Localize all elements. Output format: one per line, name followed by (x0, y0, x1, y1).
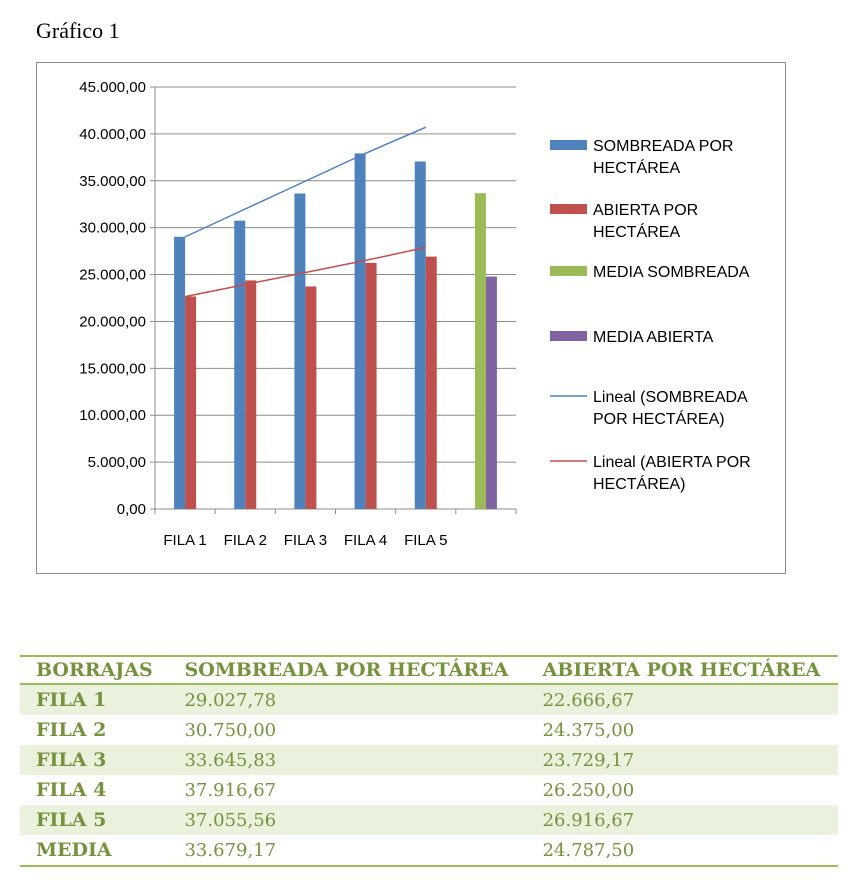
y-tick-label: 25.000,00 (79, 267, 146, 284)
header-borrajas: BORRAJAS (20, 655, 169, 685)
row-label: MEDIA (20, 835, 169, 867)
bar-abierta-por-hect-rea (365, 262, 377, 509)
cell-abierta: 23.729,17 (526, 745, 838, 775)
y-tick-label: 5.000,00 (88, 454, 146, 471)
legend-label: MEDIA SOMBREADA (593, 264, 750, 281)
y-tick-label: 20.000,00 (79, 313, 146, 330)
y-tick-label: 15.000,00 (79, 360, 146, 377)
cell-sombreada: 37.055,56 (168, 805, 527, 835)
cell-sombreada: 33.679,17 (168, 835, 527, 867)
y-tick-label: 45.000,00 (79, 79, 146, 96)
trendline (184, 246, 426, 298)
bar-media-abierta (485, 276, 497, 509)
y-tick-label: 35.000,00 (79, 173, 146, 190)
bar-media-sombreada (474, 193, 486, 509)
legend-label: ABIERTA POR HECTÁREA (593, 202, 698, 241)
bar-sombreada-por-hect-rea (234, 220, 246, 509)
header-abierta: ABIERTA POR HECTÁREA (526, 655, 838, 685)
legend-swatch (550, 140, 587, 150)
cell-abierta: 26.250,00 (542, 779, 635, 801)
y-tick-label: 10.000,00 (79, 407, 146, 424)
cell-abierta: 24.375,00 (542, 719, 635, 741)
bar-chart: 0,00 5.000,00 10.000,00 15.000,00 20.000,00 2… (79, 79, 751, 549)
bar-abierta-por-hect-rea (185, 296, 197, 509)
row-label: FILA 5 (20, 805, 169, 835)
cell-abierta: 26.916,67 (526, 805, 838, 835)
row-label: FILA 1 (20, 684, 169, 715)
x-tick-label: FILA 4 (344, 532, 387, 549)
table-row: FILA 1 29.027,78 22.666,67 (20, 684, 838, 715)
y-tick-label: 0,00 (117, 501, 146, 518)
legend-label: SOMBREADA POR HECTÁREA (593, 138, 733, 177)
x-tick-label: FILA 2 (224, 532, 267, 549)
table-row: FILA 5 37.055,56 26.916,67 (20, 805, 838, 835)
x-tick-label: FILA 3 (284, 532, 327, 549)
x-tick-label: FILA 5 (404, 532, 447, 549)
row-label: FILA 3 (20, 745, 169, 775)
legend-swatch (550, 266, 587, 276)
cell-abierta: 22.666,67 (526, 684, 838, 715)
table-row: MEDIA 33.679,17 24.787,50 (20, 835, 838, 867)
cell-sombreada: 37.916,67 (184, 779, 277, 801)
legend-label: Lineal (ABIERTA POR HECTÁREA) (593, 454, 751, 493)
legend-label: MEDIA ABIERTA (593, 329, 714, 346)
table-header-row: BORRAJAS SOMBREADA POR HECTÁREA ABIERTA … (20, 655, 838, 685)
cell-abierta: 24.787,50 (526, 835, 838, 867)
bar-abierta-por-hect-rea (305, 286, 317, 509)
y-tick-label: 30.000,00 (79, 220, 146, 237)
cell-sombreada: 29.027,78 (168, 684, 527, 715)
y-tick-label: 40.000,00 (79, 126, 146, 143)
cell-sombreada: 33.645,83 (168, 745, 527, 775)
bar-sombreada-por-hect-rea (414, 161, 426, 509)
table-row: FILA 2 30.750,00 24.375,00 (20, 715, 838, 745)
header-sombreada: SOMBREADA POR HECTÁREA (168, 655, 527, 685)
table-row: FILA 4 37.916,67 26.250,00 (20, 775, 838, 805)
cell-sombreada: 30.750,00 (184, 719, 277, 741)
legend-label: Lineal (SOMBREADA POR HECTÁREA) (593, 389, 748, 428)
trendline (184, 126, 427, 238)
legend-swatch (550, 204, 587, 214)
bar-sombreada-por-hect-rea (174, 236, 186, 509)
chart-frame: 0,00 5.000,00 10.000,00 15.000,00 20.000,00 2… (36, 62, 786, 574)
data-table: BORRAJAS SOMBREADA POR HECTÁREA ABIERTA … (20, 655, 838, 867)
row-label: FILA 2 (36, 719, 107, 741)
bar-sombreada-por-hect-rea (354, 153, 366, 509)
row-label: FILA 4 (36, 779, 107, 801)
legend-swatch (550, 331, 587, 341)
x-tick-label: FILA 1 (163, 532, 206, 549)
bar-abierta-por-hect-rea (245, 280, 257, 509)
bar-sombreada-por-hect-rea (294, 193, 306, 510)
bar-abierta-por-hect-rea (425, 256, 437, 509)
table-row: FILA 3 33.645,83 23.729,17 (20, 745, 838, 775)
chart-caption: Gráfico 1 (36, 18, 120, 43)
